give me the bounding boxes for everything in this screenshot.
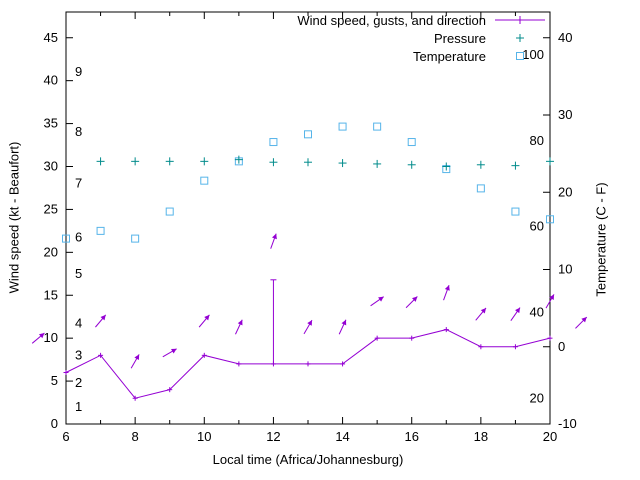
y-right-axis-title: Temperature (C - F): [593, 182, 609, 297]
temperature-legend-marker: [494, 49, 546, 63]
wind-direction-arrowhead: [549, 294, 554, 300]
wind-direction-arrowhead: [134, 354, 140, 361]
x-tick-label: 10: [197, 429, 211, 444]
wind-direction-arrowhead: [378, 296, 384, 302]
beaufort-label: 9: [75, 64, 82, 79]
y-right-tick-label: 0: [558, 339, 565, 354]
temperature-point: [62, 234, 70, 243]
wind-legend-marker: [494, 13, 546, 27]
temperature-point: [476, 184, 485, 193]
y-left-tick-label: 45: [44, 30, 58, 45]
temperature-point: [304, 130, 312, 139]
y-left-tick-label: 25: [44, 201, 58, 216]
y-right-tick-label: 10: [558, 262, 572, 277]
legend: Wind speed, gusts, and direction Pressur…: [216, 11, 546, 65]
legend-row-pressure: Pressure: [216, 29, 546, 47]
y-left-tick-label: 15: [44, 287, 58, 302]
temperature-point: [511, 207, 520, 216]
y-left-tick-label: 10: [44, 330, 58, 345]
wind-direction-arrowhead: [272, 233, 277, 240]
x-axis-title: Local time (Africa/Johannesburg): [212, 452, 404, 467]
temperature-point: [96, 226, 105, 235]
fahrenheit-label: 80: [530, 133, 544, 148]
wind-direction-arrowhead: [444, 285, 450, 291]
wind-direction-arrowhead: [100, 314, 106, 321]
pressure-legend-label: Pressure: [433, 30, 486, 46]
beaufort-label: 2: [75, 375, 82, 390]
fahrenheit-label: 20: [530, 390, 544, 405]
wind-direction-arrowhead: [38, 333, 45, 339]
legend-row-wind: Wind speed, gusts, and direction: [216, 11, 546, 29]
beaufort-label: 7: [75, 176, 82, 191]
x-tick-label: 16: [404, 429, 418, 444]
fahrenheit-label: 60: [530, 219, 544, 234]
y-left-tick-label: 20: [44, 244, 58, 259]
wind-direction-arrowhead: [411, 296, 418, 302]
y-left-tick-label: 0: [51, 416, 58, 431]
x-tick-label: 8: [132, 429, 139, 444]
y-right-tick-label: 40: [558, 30, 572, 45]
beaufort-label: 3: [75, 347, 82, 362]
wind-direction-arrowhead: [307, 320, 312, 326]
wind-legend-label: Wind speed, gusts, and direction: [297, 12, 486, 28]
legend-row-temperature: Temperature: [216, 47, 546, 65]
temperature-point: [373, 122, 382, 131]
wind-direction-arrowhead: [515, 307, 521, 314]
x-tick-label: 12: [266, 429, 280, 444]
temperature-point: [546, 215, 554, 224]
y-right-tick-label: -10: [558, 416, 577, 431]
y-left-axis-title: Wind speed (kt - Beaufort): [6, 141, 22, 294]
y-left-tick-label: 35: [44, 116, 58, 131]
wind-direction-arrowhead: [341, 319, 347, 326]
y-left-tick-label: 30: [44, 159, 58, 174]
beaufort-label: 4: [75, 316, 82, 331]
wind-direction-arrowhead: [480, 308, 486, 314]
x-tick-label: 18: [474, 429, 488, 444]
beaufort-label: 5: [75, 266, 82, 281]
fahrenheit-label: 100: [522, 47, 544, 62]
temperature-point: [338, 122, 347, 131]
y-left-tick-label: 40: [44, 73, 58, 88]
beaufort-label: 6: [75, 230, 82, 245]
x-tick-label: 14: [335, 429, 349, 444]
temperature-legend-label: Temperature: [413, 48, 486, 64]
wind-direction-arrowhead: [237, 319, 243, 326]
y-right-tick-label: 30: [558, 107, 572, 122]
pressure-legend-marker: [494, 31, 546, 45]
y-right-tick-label: 20: [558, 184, 572, 199]
y-left-tick-label: 5: [51, 373, 58, 388]
wind-direction-arrowhead: [171, 348, 177, 354]
temperature-point: [131, 234, 140, 243]
temperature-point: [407, 138, 416, 147]
temperature-point: [269, 138, 278, 147]
wind-direction-arrowhead: [204, 314, 210, 321]
beaufort-label: 8: [75, 124, 82, 139]
temperature-point: [200, 176, 209, 185]
wind-direction-arrowhead: [581, 317, 587, 323]
x-tick-label: 20: [543, 429, 557, 444]
fahrenheit-label: 40: [530, 304, 544, 319]
x-tick-label: 6: [62, 429, 69, 444]
beaufort-label: 1: [75, 399, 82, 414]
temperature-point: [165, 207, 174, 216]
